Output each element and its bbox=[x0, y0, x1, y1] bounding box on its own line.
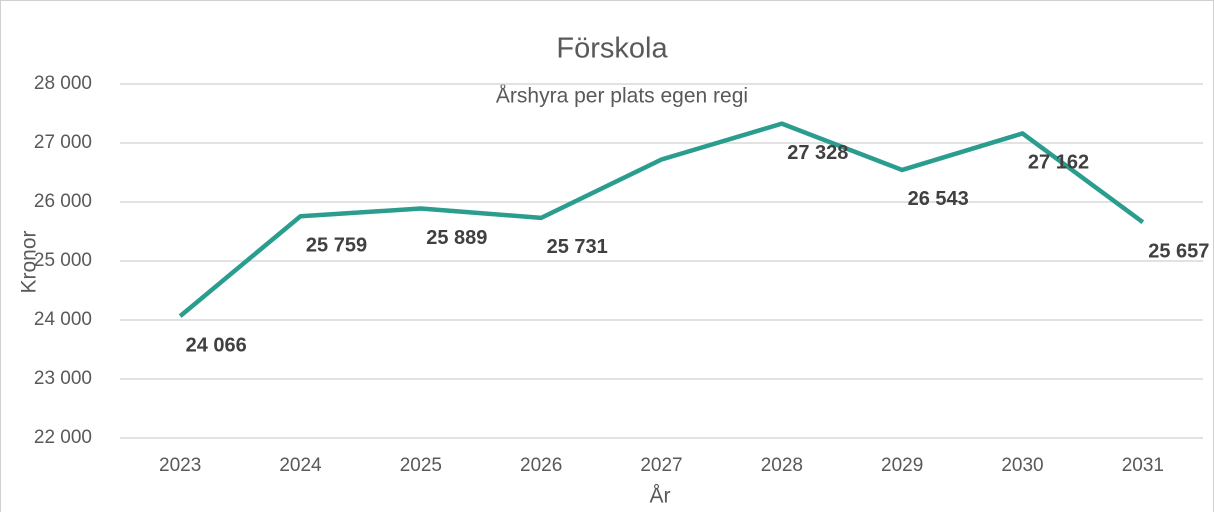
line bbox=[178, 121, 1145, 318]
data-label: 25 657 bbox=[1148, 241, 1209, 263]
chart-title: Förskola bbox=[556, 33, 668, 65]
chart-subtitle: Årshyra per plats egen regi bbox=[496, 85, 748, 108]
y-tick-label: 22 000 bbox=[34, 427, 92, 448]
y-tick-label: 24 000 bbox=[34, 309, 92, 330]
x-tick-label: 2024 bbox=[279, 455, 322, 476]
x-axis-label: År bbox=[650, 485, 671, 508]
data-label: 26 543 bbox=[908, 188, 969, 210]
x-tick-label: 2023 bbox=[159, 455, 201, 476]
y-tick-label: 26 000 bbox=[34, 191, 92, 212]
y-tick-label: 28 000 bbox=[34, 73, 92, 94]
data-label: 25 889 bbox=[426, 227, 487, 249]
x-tick-label: 2028 bbox=[761, 455, 803, 476]
x-tick-label: 2025 bbox=[400, 455, 442, 476]
x-tick-label: 2026 bbox=[520, 455, 562, 476]
data-label: 25 759 bbox=[306, 235, 367, 257]
data-label: 24 066 bbox=[186, 334, 247, 356]
y-axis-label: Kronor bbox=[18, 230, 41, 293]
y-tick-label: 27 000 bbox=[34, 132, 92, 153]
data-label: 27 328 bbox=[787, 142, 848, 164]
x-tick-label: 2029 bbox=[881, 455, 923, 476]
data-label: 27 162 bbox=[1028, 152, 1089, 174]
x-tick-label: 2027 bbox=[640, 455, 682, 476]
x-tick-label: 2031 bbox=[1122, 455, 1164, 476]
x-tick-label: 2030 bbox=[1001, 455, 1043, 476]
y-tick-label: 25 000 bbox=[34, 250, 92, 271]
y-tick-label: 23 000 bbox=[34, 368, 92, 389]
data-label: 25 731 bbox=[547, 236, 608, 258]
